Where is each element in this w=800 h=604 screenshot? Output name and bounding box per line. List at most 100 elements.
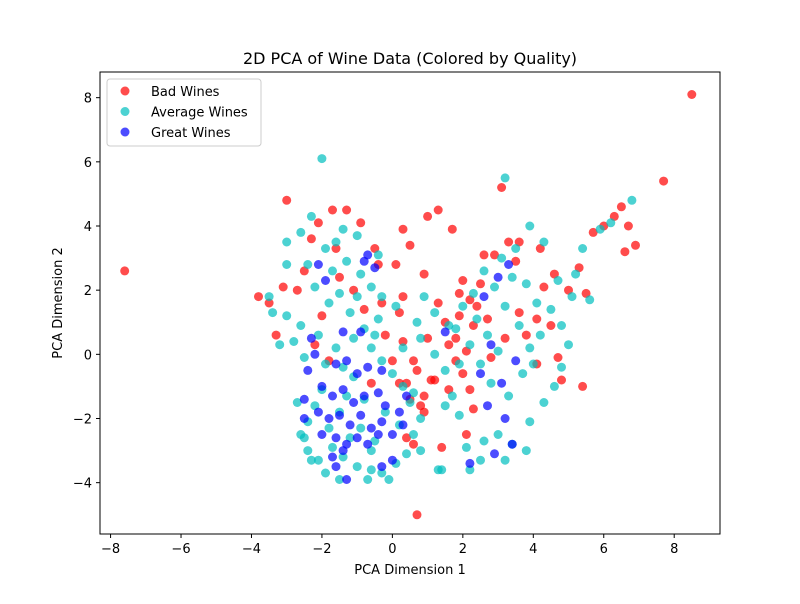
point-average-wines-10 bbox=[296, 321, 306, 330]
point-average-wines-85 bbox=[539, 237, 549, 247]
point-bad-wines-16 bbox=[264, 298, 274, 308]
point-great-wines-41 bbox=[328, 452, 337, 462]
point-average-wines-13 bbox=[299, 353, 309, 362]
point-average-wines-62 bbox=[461, 442, 471, 452]
point-great-wines-46 bbox=[387, 455, 397, 465]
axis-ticks: −8 −6 −4 −2 0 2 4 6 8 −4 −2 0 2 4 6 8 bbox=[73, 92, 679, 557]
legend-marker bbox=[120, 107, 130, 116]
y-tick-label: −2 bbox=[73, 413, 92, 428]
y-axis-label: PCA Dimension 2 bbox=[51, 247, 66, 358]
point-average-wines-73 bbox=[557, 362, 566, 372]
point-average-wines-116 bbox=[384, 475, 394, 484]
point-bad-wines-95 bbox=[483, 314, 492, 324]
point-average-wines-15 bbox=[324, 298, 334, 308]
point-average-wines-42 bbox=[402, 449, 411, 459]
point-bad-wines-38 bbox=[412, 510, 422, 520]
point-average-wines-21 bbox=[356, 269, 366, 279]
point-average-wines-2 bbox=[282, 237, 292, 247]
legend-label: Great Wines bbox=[151, 126, 231, 141]
point-average-wines-23 bbox=[377, 292, 387, 302]
point-average-wines-79 bbox=[585, 295, 595, 305]
point-great-wines-57 bbox=[507, 439, 517, 449]
point-average-wines-1 bbox=[500, 173, 510, 183]
point-great-wines-9 bbox=[331, 359, 341, 369]
point-bad-wines-3 bbox=[282, 195, 292, 205]
point-average-wines-48 bbox=[377, 356, 387, 366]
point-bad-wines-2 bbox=[659, 176, 669, 186]
point-average-wines-64 bbox=[476, 455, 485, 465]
point-great-wines-47 bbox=[440, 327, 450, 337]
point-average-wines-37 bbox=[338, 452, 348, 462]
point-bad-wines-25 bbox=[423, 333, 433, 343]
point-bad-wines-86 bbox=[504, 237, 514, 247]
point-bad-wines-23 bbox=[391, 260, 401, 269]
point-bad-wines-88 bbox=[511, 256, 521, 266]
point-great-wines-32 bbox=[377, 417, 387, 427]
point-great-wines-43 bbox=[342, 475, 352, 484]
point-bad-wines-79 bbox=[335, 272, 344, 282]
point-bad-wines-0 bbox=[687, 90, 697, 99]
point-average-wines-98 bbox=[525, 343, 535, 353]
point-average-wines-66 bbox=[493, 430, 503, 439]
point-great-wines-54 bbox=[511, 356, 521, 366]
point-average-wines-16 bbox=[335, 288, 344, 298]
point-bad-wines-33 bbox=[398, 337, 408, 346]
point-great-wines-36 bbox=[331, 433, 341, 443]
point-average-wines-87 bbox=[511, 244, 521, 253]
point-bad-wines-27 bbox=[454, 311, 464, 321]
point-average-wines-76 bbox=[546, 304, 556, 314]
point-great-wines-44 bbox=[331, 462, 341, 472]
legend-entries: Bad Wines Average Wines Great Wines bbox=[120, 85, 248, 141]
point-great-wines-24 bbox=[402, 391, 411, 401]
point-average-wines-86 bbox=[525, 221, 535, 231]
point-average-wines-75 bbox=[557, 321, 566, 330]
point-average-wines-117 bbox=[416, 446, 426, 456]
point-average-wines-11 bbox=[289, 337, 299, 346]
x-tick-label: −8 bbox=[101, 542, 120, 557]
points-layer bbox=[120, 90, 697, 520]
point-great-wines-15 bbox=[299, 394, 309, 404]
point-bad-wines-15 bbox=[497, 183, 507, 192]
point-great-wines-21 bbox=[373, 388, 383, 398]
x-tick-label: 4 bbox=[529, 542, 537, 557]
point-great-wines-23 bbox=[394, 407, 404, 417]
point-average-wines-70 bbox=[525, 417, 535, 427]
point-average-wines-3 bbox=[296, 227, 306, 237]
point-average-wines-22 bbox=[366, 282, 376, 292]
y-tick-label: 8 bbox=[84, 92, 92, 107]
x-tick-label: 0 bbox=[388, 542, 396, 557]
point-average-wines-91 bbox=[458, 301, 468, 311]
point-bad-wines-39 bbox=[437, 442, 447, 452]
point-average-wines-69 bbox=[521, 446, 531, 456]
point-bad-wines-94 bbox=[472, 301, 482, 311]
point-average-wines-72 bbox=[549, 381, 559, 391]
point-bad-wines-64 bbox=[616, 202, 626, 212]
point-bad-wines-67 bbox=[620, 247, 630, 257]
point-bad-wines-53 bbox=[465, 385, 475, 395]
point-average-wines-7 bbox=[264, 292, 274, 302]
point-great-wines-40 bbox=[373, 430, 383, 439]
point-average-wines-18 bbox=[310, 282, 320, 292]
point-average-wines-137 bbox=[324, 423, 334, 433]
point-average-wines-121 bbox=[321, 244, 330, 253]
point-average-wines-28 bbox=[331, 343, 341, 353]
point-great-wines-39 bbox=[363, 439, 373, 449]
point-bad-wines-24 bbox=[419, 269, 429, 279]
point-average-wines-49 bbox=[366, 343, 376, 353]
point-great-wines-19 bbox=[349, 398, 359, 407]
point-average-wines-105 bbox=[535, 330, 545, 340]
point-average-wines-9 bbox=[282, 311, 292, 321]
point-bad-wines-71 bbox=[532, 314, 542, 324]
point-average-wines-129 bbox=[440, 401, 450, 411]
legend-label: Bad Wines bbox=[151, 85, 220, 100]
point-bad-wines-52 bbox=[458, 369, 468, 379]
y-tick-label: 2 bbox=[84, 284, 92, 299]
point-great-wines-28 bbox=[335, 410, 344, 420]
point-bad-wines-44 bbox=[458, 276, 468, 285]
point-bad-wines-93 bbox=[514, 308, 524, 318]
point-bad-wines-17 bbox=[254, 292, 263, 302]
point-average-wines-34 bbox=[303, 446, 313, 456]
point-average-wines-97 bbox=[518, 369, 528, 379]
point-average-wines-115 bbox=[366, 465, 376, 475]
point-bad-wines-76 bbox=[377, 298, 387, 308]
